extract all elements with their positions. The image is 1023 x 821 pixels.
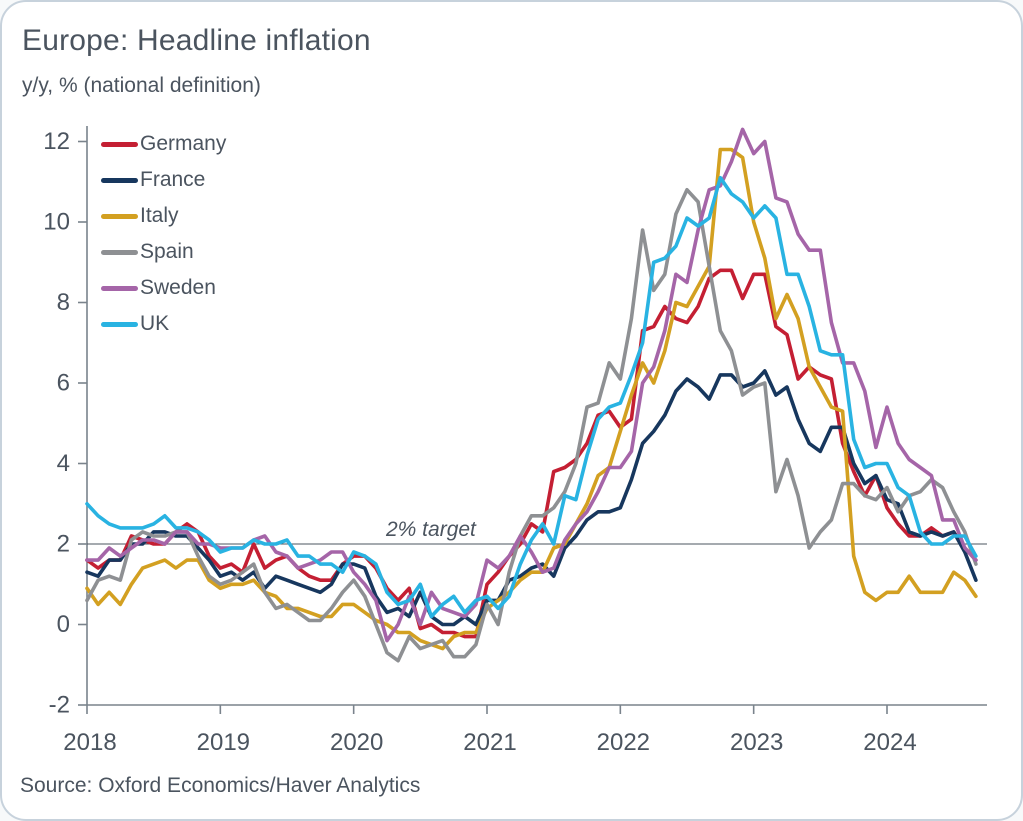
y-tick-label: 6 [57, 370, 70, 397]
x-tick-label: 2022 [597, 729, 650, 756]
legend-item-germany: Germany [101, 126, 226, 162]
x-tick-label: 2023 [730, 729, 783, 756]
legend-item-spain: Spain [101, 234, 226, 270]
y-tick-label: 4 [57, 450, 70, 477]
legend-swatch-germany [101, 141, 138, 147]
y-tick-label: 8 [57, 289, 70, 316]
x-tick-label: 2018 [63, 729, 116, 756]
legend-swatch-france [101, 177, 138, 183]
target-annotation: 2% target [385, 518, 477, 541]
series-line-uk [85, 175, 978, 619]
source-note: Source: Oxford Economics/Haver Analytics [20, 774, 421, 797]
chart-subtitle: y/y, % (national definition) [22, 74, 261, 97]
series-line-germany [85, 268, 978, 639]
y-tick-label: 0 [57, 611, 70, 638]
legend-item-france: France [101, 162, 226, 198]
legend-item-italy: Italy [101, 198, 226, 234]
legend-label: Spain [140, 240, 194, 263]
chart-legend: Germany France Italy Spain Sweden UK [101, 126, 226, 342]
x-tick-label: 2021 [463, 729, 516, 756]
y-tick-label: 2 [57, 531, 70, 558]
legend-item-sweden: Sweden [101, 270, 226, 306]
legend-item-uk: UK [101, 306, 226, 342]
y-tick-label: -2 [49, 692, 70, 719]
legend-label: France [140, 168, 206, 191]
legend-swatch-spain [101, 249, 138, 255]
legend-label: Germany [140, 132, 227, 155]
legend-label: Italy [140, 204, 179, 227]
series-line-italy [85, 147, 978, 651]
x-tick-label: 2024 [863, 729, 916, 756]
y-tick-label: 10 [43, 209, 70, 236]
legend-swatch-italy [101, 213, 138, 219]
chart-title: Europe: Headline inflation [22, 24, 371, 57]
series-line-france [85, 369, 978, 627]
y-tick-label: 12 [43, 128, 70, 155]
legend-label: Sweden [140, 276, 216, 299]
legend-swatch-sweden [101, 285, 138, 291]
series-line-spain [85, 188, 978, 663]
legend-label: UK [140, 312, 170, 335]
legend-swatch-uk [101, 321, 138, 327]
x-tick-label: 2020 [330, 729, 383, 756]
x-tick-label: 2019 [197, 729, 250, 756]
